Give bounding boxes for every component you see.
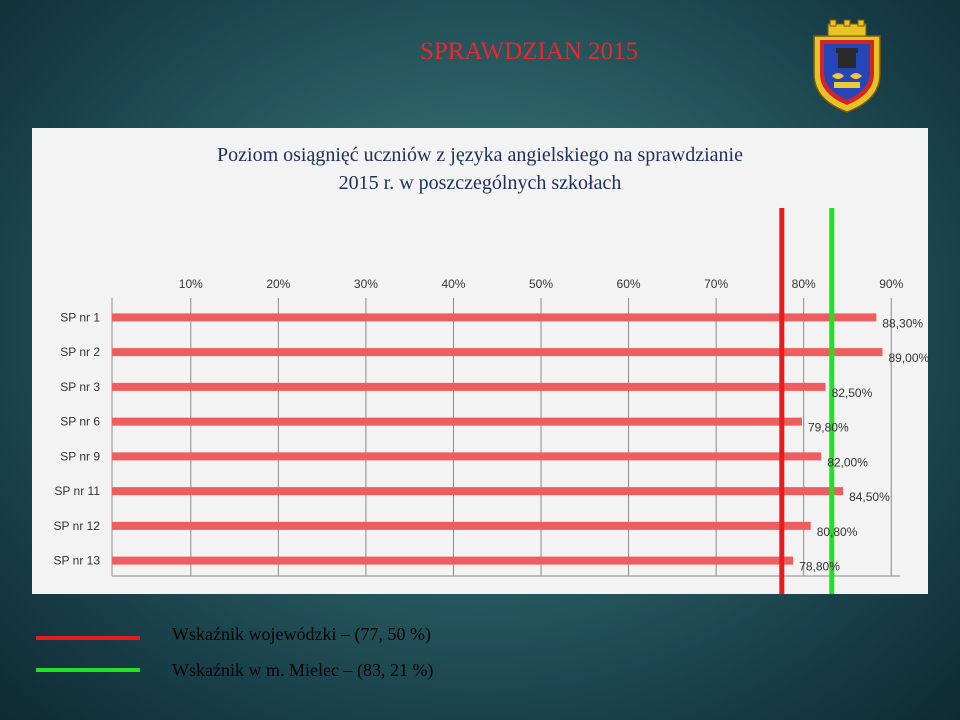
legend-label-voivodeship: Wskaźnik wojewódzki – (77, 50 %) [172, 624, 431, 644]
legend-swatch-voivodeship [36, 636, 140, 640]
legend-label-mielec: Wskaźnik w m. Mielec – (83, 21 %) [172, 660, 434, 680]
legend-swatch-mielec [36, 668, 140, 672]
chart-title-line-1: Poziom osiągnięć uczniów z języka angiel… [217, 144, 743, 166]
chart-panel [32, 128, 928, 594]
city-crest-icon [813, 19, 881, 113]
chart-title-line-2: 2015 r. w poszczególnych szkołach [338, 172, 622, 194]
slide-title: SPRAWDZIAN 2015 [420, 38, 639, 65]
